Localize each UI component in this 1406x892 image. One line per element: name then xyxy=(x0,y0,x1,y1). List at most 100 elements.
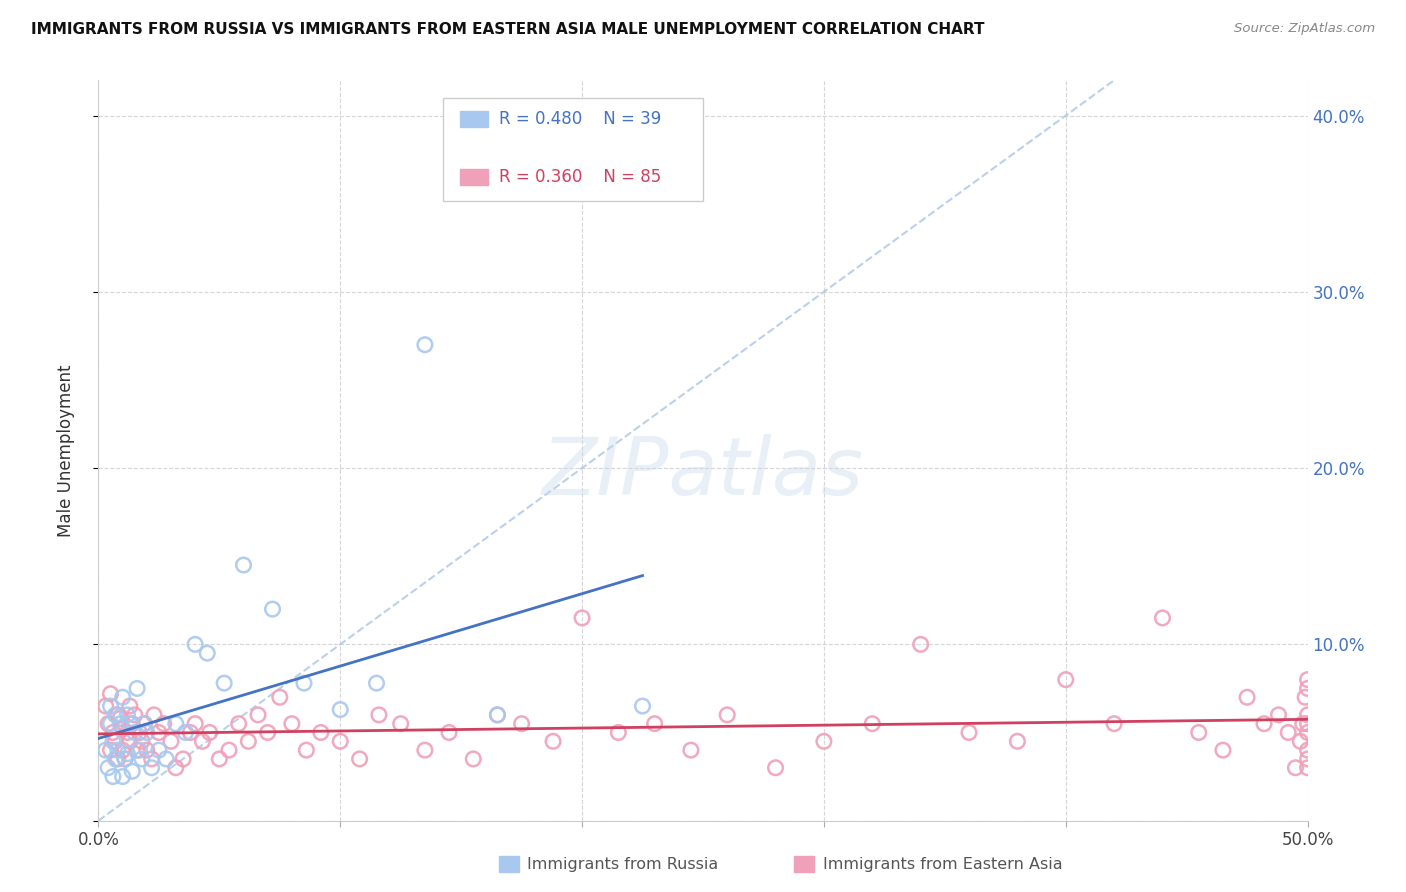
Point xyxy=(349,752,371,766)
Point xyxy=(108,711,131,725)
Point xyxy=(111,743,134,757)
Point xyxy=(1289,734,1312,748)
Point xyxy=(135,725,157,739)
Point xyxy=(128,725,150,739)
Point xyxy=(101,734,124,748)
Point xyxy=(141,761,163,775)
Point xyxy=(644,716,666,731)
Point xyxy=(463,752,485,766)
Point xyxy=(813,734,835,748)
Point xyxy=(101,770,124,784)
Point xyxy=(510,716,533,731)
Point xyxy=(228,716,250,731)
Point xyxy=(247,707,270,722)
Point xyxy=(107,743,129,757)
Point xyxy=(1296,725,1319,739)
Point xyxy=(957,725,980,739)
Point xyxy=(1236,690,1258,705)
Point xyxy=(269,690,291,705)
Point xyxy=(486,707,509,722)
Point xyxy=(117,747,139,761)
Point xyxy=(413,743,436,757)
Text: Immigrants from Eastern Asia: Immigrants from Eastern Asia xyxy=(823,856,1062,871)
Point xyxy=(111,690,134,705)
Point xyxy=(191,734,214,748)
Point xyxy=(1188,725,1211,739)
Point xyxy=(292,676,315,690)
Point xyxy=(679,743,702,757)
Text: IMMIGRANTS FROM RUSSIA VS IMMIGRANTS FROM EASTERN ASIA MALE UNEMPLOYMENT CORRELA: IMMIGRANTS FROM RUSSIA VS IMMIGRANTS FRO… xyxy=(31,22,984,37)
Point xyxy=(295,743,318,757)
Point xyxy=(135,743,157,757)
Point xyxy=(571,611,593,625)
Point xyxy=(910,637,932,651)
Point xyxy=(148,725,170,739)
Point xyxy=(94,743,117,757)
Point xyxy=(1054,673,1077,687)
Point xyxy=(281,716,304,731)
Point xyxy=(165,761,187,775)
Point xyxy=(111,722,134,736)
Point xyxy=(100,716,122,731)
Point xyxy=(716,707,738,722)
Point xyxy=(124,725,146,739)
Point xyxy=(1152,611,1174,625)
Point xyxy=(100,687,122,701)
Point xyxy=(100,699,122,714)
Point xyxy=(121,716,143,731)
Point xyxy=(1292,716,1315,731)
Point xyxy=(131,752,153,766)
Point xyxy=(1296,752,1319,766)
Point xyxy=(389,716,412,731)
Point xyxy=(104,707,127,722)
Point xyxy=(1296,743,1319,757)
Point xyxy=(437,725,460,739)
Point xyxy=(114,752,136,766)
Point xyxy=(1284,761,1306,775)
Point xyxy=(329,703,352,717)
Text: ZIPatlas: ZIPatlas xyxy=(541,434,865,512)
Point xyxy=(155,752,177,766)
Point xyxy=(127,681,149,696)
Point xyxy=(108,716,131,731)
Point xyxy=(118,699,141,714)
Y-axis label: Male Unemployment: Male Unemployment xyxy=(56,364,75,537)
Point xyxy=(172,752,194,766)
Point xyxy=(256,725,278,739)
Point xyxy=(1102,716,1125,731)
Point xyxy=(208,752,231,766)
Point xyxy=(104,752,127,766)
Point xyxy=(541,734,564,748)
Point xyxy=(232,558,254,572)
Point xyxy=(117,725,139,739)
Point xyxy=(1296,707,1319,722)
Point xyxy=(1294,690,1316,705)
Point xyxy=(368,707,391,722)
Point xyxy=(1277,725,1299,739)
Point xyxy=(238,734,260,748)
Point xyxy=(152,716,174,731)
Point xyxy=(486,707,509,722)
Point xyxy=(860,716,883,731)
Text: R = 0.360    N = 85: R = 0.360 N = 85 xyxy=(499,168,661,186)
Point xyxy=(195,646,218,660)
Point xyxy=(118,734,141,748)
Point xyxy=(1267,707,1289,722)
Text: R = 0.480    N = 39: R = 0.480 N = 39 xyxy=(499,110,661,128)
Point xyxy=(262,602,284,616)
Point xyxy=(141,752,163,766)
Point xyxy=(101,725,124,739)
Point xyxy=(184,637,207,651)
Point xyxy=(165,716,187,731)
Point xyxy=(124,707,146,722)
Point xyxy=(118,716,141,731)
Point xyxy=(128,743,150,757)
Point xyxy=(107,752,129,766)
Point xyxy=(97,761,120,775)
Point xyxy=(104,734,127,748)
Point xyxy=(329,734,352,748)
Point xyxy=(1296,681,1319,696)
Point xyxy=(117,707,139,722)
Point xyxy=(97,716,120,731)
Point xyxy=(1212,743,1234,757)
